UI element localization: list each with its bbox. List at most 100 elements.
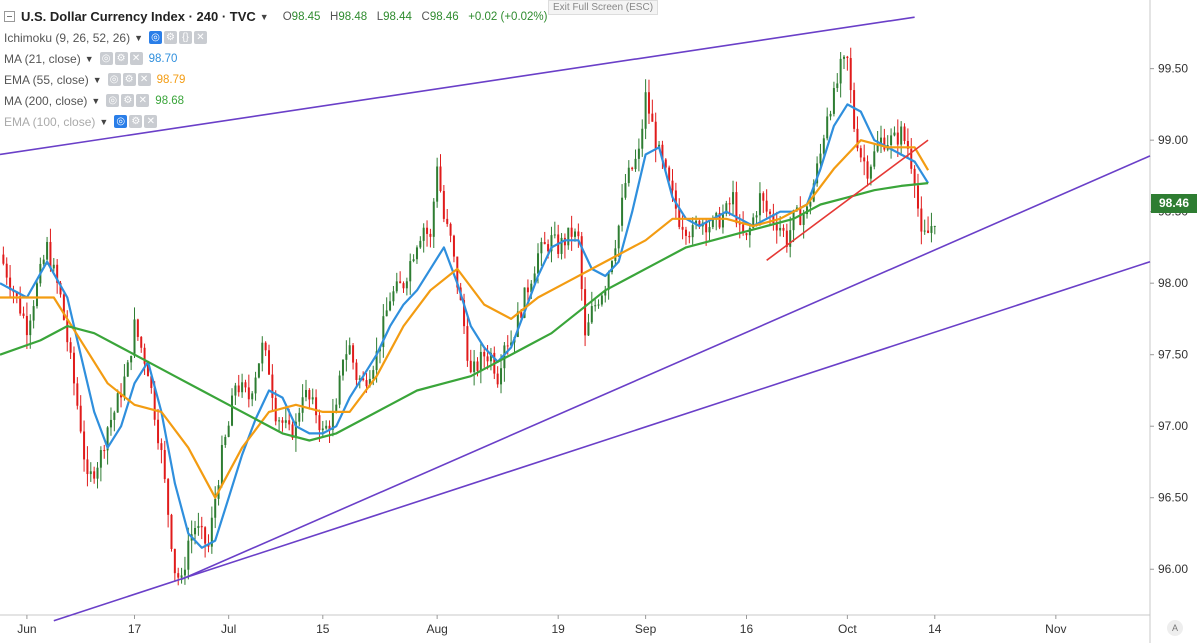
candle bbox=[385, 297, 388, 317]
candle-body bbox=[372, 370, 375, 379]
candle-body bbox=[859, 148, 862, 158]
trendline-2[interactable] bbox=[181, 155, 1151, 580]
chevron-down-icon[interactable]: ▼ bbox=[259, 11, 269, 22]
auto-scale-button[interactable]: A bbox=[1167, 620, 1183, 636]
candle-body bbox=[247, 387, 250, 400]
indicator-label[interactable]: MA (200, close) bbox=[4, 93, 88, 108]
candle-body bbox=[537, 253, 540, 274]
indicator-label[interactable]: EMA (55, close) bbox=[4, 72, 89, 87]
candle bbox=[785, 223, 788, 253]
candle bbox=[483, 346, 486, 368]
candle bbox=[200, 516, 203, 540]
candle-body bbox=[109, 419, 112, 428]
candle bbox=[933, 225, 936, 235]
candle bbox=[251, 391, 254, 407]
candle bbox=[893, 126, 896, 137]
settings-icon[interactable]: ⚙ bbox=[129, 115, 143, 128]
candle bbox=[577, 223, 580, 248]
candle bbox=[829, 110, 832, 121]
trendline-0[interactable] bbox=[0, 16, 915, 156]
candle-body bbox=[792, 210, 795, 231]
x-tick-label: Jul bbox=[221, 622, 236, 636]
candle-body bbox=[896, 132, 899, 145]
candle-body bbox=[876, 144, 879, 152]
candle bbox=[392, 285, 395, 306]
candle-body bbox=[563, 237, 566, 246]
visibility-icon[interactable]: ◎ bbox=[106, 94, 120, 107]
chevron-down-icon[interactable]: ▼ bbox=[91, 95, 101, 106]
candle bbox=[426, 220, 429, 247]
candle-body bbox=[220, 444, 223, 486]
chevron-down-icon[interactable]: ▼ bbox=[99, 116, 109, 127]
visibility-icon[interactable]: ◎ bbox=[107, 73, 121, 86]
settings-icon[interactable]: ⚙ bbox=[122, 73, 136, 86]
indicator-label[interactable]: MA (21, close) bbox=[4, 51, 81, 66]
candle-body bbox=[550, 235, 553, 252]
close-icon[interactable]: ✕ bbox=[194, 31, 207, 44]
symbol-title[interactable]: U.S. Dollar Currency Index · 240 · TVC bbox=[21, 9, 256, 24]
candle-body bbox=[412, 259, 415, 262]
exit-full-screen-button[interactable]: Exit Full Screen (ESC) bbox=[548, 0, 659, 15]
indicator-ichimoku[interactable]: Ichimoku (9, 26, 52, 26) ▼ ◎ ⚙ {} ✕ bbox=[4, 27, 547, 48]
close-icon[interactable]: ✕ bbox=[144, 115, 158, 128]
indicator-ema100[interactable]: EMA (100, close) ▼ ◎ ⚙ ✕ bbox=[4, 111, 547, 132]
candle bbox=[732, 180, 735, 215]
candle-body bbox=[634, 158, 637, 170]
indicator-ema55[interactable]: EMA (55, close) ▼ ◎ ⚙ ✕ 98.79 bbox=[4, 69, 547, 90]
candle-body bbox=[136, 319, 139, 337]
visibility-icon[interactable]: ◎ bbox=[114, 115, 128, 128]
collapse-legend-icon[interactable] bbox=[4, 11, 15, 22]
indicator-label[interactable]: EMA (100, close) bbox=[4, 114, 96, 129]
candle bbox=[345, 340, 348, 372]
candle bbox=[405, 277, 408, 296]
candle bbox=[473, 350, 476, 386]
visibility-icon[interactable]: ◎ bbox=[99, 52, 113, 65]
indicator-ma200[interactable]: MA (200, close) ▼ ◎ ⚙ ✕ 98.68 bbox=[4, 90, 547, 111]
candle bbox=[859, 145, 862, 163]
time-axis[interactable]: Jun 17 Jul 15 Aug 19 Sep 16 Oct 14 Nov bbox=[0, 614, 1150, 636]
trendline-1[interactable] bbox=[53, 260, 1151, 622]
settings-icon[interactable]: ⚙ bbox=[121, 94, 135, 107]
candle bbox=[604, 285, 607, 303]
candle bbox=[614, 239, 617, 266]
chevron-down-icon[interactable]: ▼ bbox=[134, 32, 143, 43]
candle bbox=[177, 567, 180, 586]
close-icon[interactable]: ✕ bbox=[136, 94, 150, 107]
candle bbox=[341, 359, 344, 381]
candle bbox=[49, 228, 52, 272]
candle bbox=[765, 189, 768, 218]
visibility-icon[interactable]: ◎ bbox=[149, 31, 162, 44]
close-icon[interactable]: ✕ bbox=[137, 73, 151, 86]
candle bbox=[52, 258, 55, 272]
trendline-3[interactable] bbox=[766, 139, 929, 261]
candle bbox=[745, 232, 748, 241]
settings-icon[interactable]: ⚙ bbox=[164, 31, 177, 44]
candle bbox=[910, 138, 913, 174]
candle bbox=[173, 548, 176, 582]
candle-body bbox=[200, 525, 203, 528]
drawn-trendlines[interactable] bbox=[0, 16, 1151, 622]
indicator-lines bbox=[0, 103, 930, 549]
indicator-ma21[interactable]: MA (21, close) ▼ ◎ ⚙ ✕ 98.70 bbox=[4, 48, 547, 69]
braces-icon[interactable]: {} bbox=[179, 31, 192, 44]
candle bbox=[600, 293, 603, 307]
candle bbox=[597, 299, 600, 309]
candle bbox=[678, 198, 681, 230]
candle bbox=[906, 128, 909, 158]
candle-body bbox=[382, 316, 385, 348]
candle-body bbox=[446, 218, 449, 224]
candle bbox=[469, 349, 472, 374]
candle-body bbox=[486, 356, 489, 362]
candle-body bbox=[668, 167, 671, 181]
chevron-down-icon[interactable]: ▼ bbox=[92, 74, 102, 85]
chevron-down-icon[interactable]: ▼ bbox=[84, 53, 94, 64]
candle-body bbox=[752, 217, 755, 228]
close-icon[interactable]: ✕ bbox=[129, 52, 143, 65]
settings-icon[interactable]: ⚙ bbox=[114, 52, 128, 65]
indicator-label[interactable]: Ichimoku (9, 26, 52, 26) bbox=[4, 30, 131, 45]
candle-body bbox=[163, 450, 166, 480]
candle bbox=[244, 379, 247, 393]
candle bbox=[318, 409, 321, 442]
